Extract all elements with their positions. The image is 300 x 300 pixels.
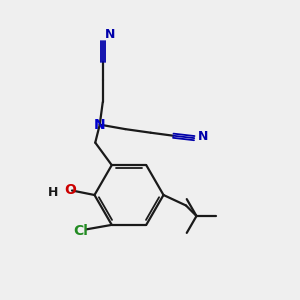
Text: H: H bbox=[48, 185, 59, 199]
Text: O: O bbox=[64, 184, 76, 197]
Text: N: N bbox=[198, 130, 208, 143]
Text: N: N bbox=[94, 118, 106, 132]
Text: Cl: Cl bbox=[73, 224, 88, 238]
Text: N: N bbox=[105, 28, 116, 41]
